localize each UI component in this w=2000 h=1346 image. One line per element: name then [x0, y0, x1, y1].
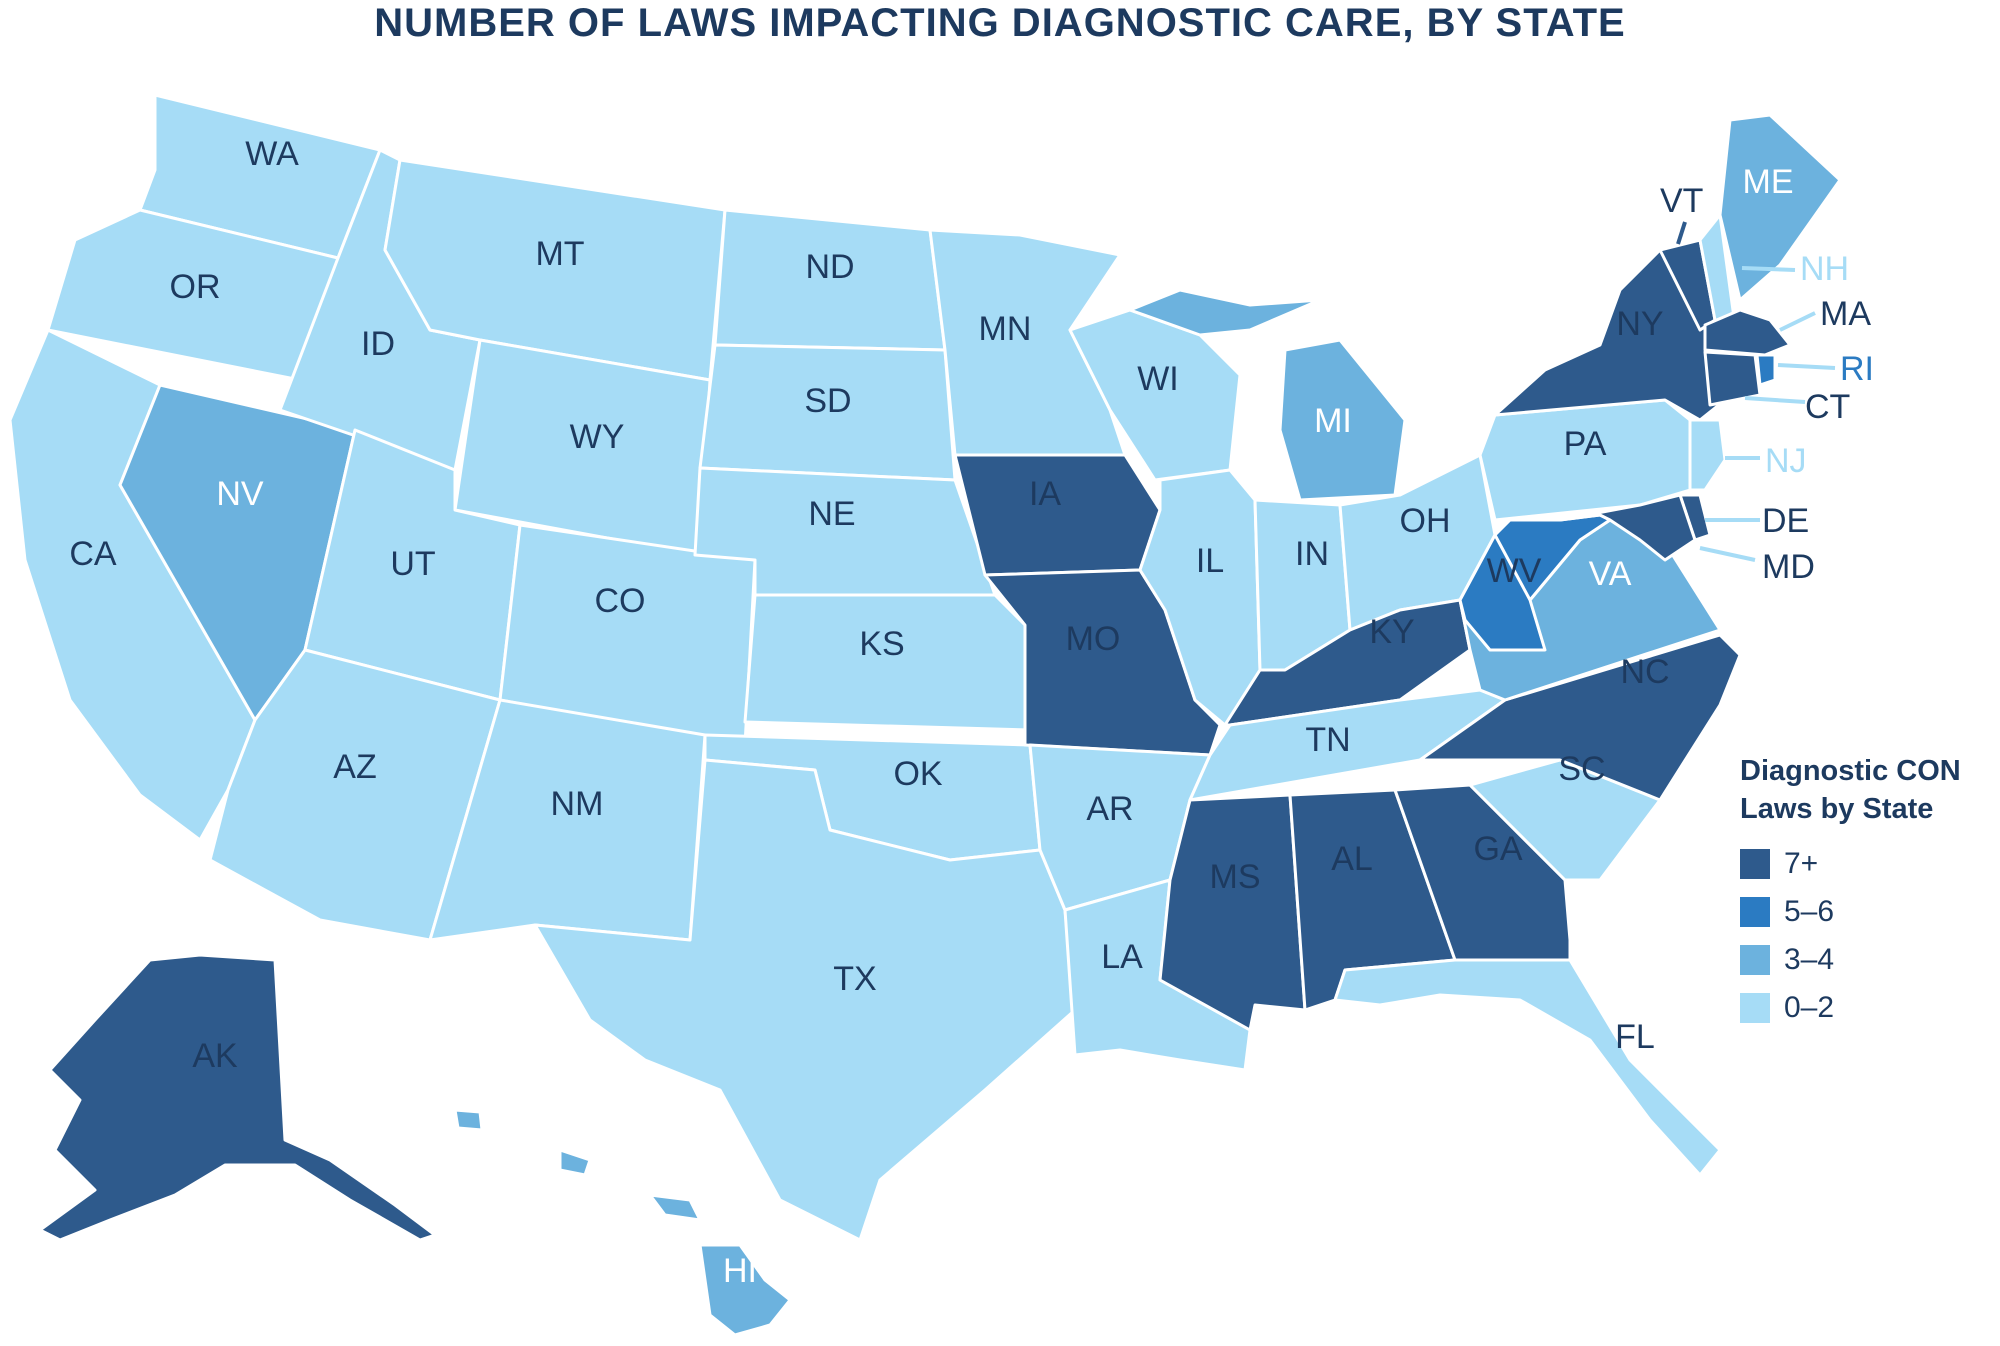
legend-item-5-6: 5–6: [1740, 888, 1990, 936]
state-label-ri: RI: [1840, 350, 1874, 388]
state-label-la: LA: [1101, 938, 1143, 976]
state-label-hi: HI: [723, 1252, 757, 1290]
state-label-nd: ND: [805, 248, 854, 286]
state-label-mt: MT: [535, 235, 584, 273]
state-label-nh: NH: [1800, 250, 1849, 288]
state-shape-ct: [1703, 350, 1762, 407]
map-title: NUMBER OF LAWS IMPACTING DIAGNOSTIC CARE…: [374, 1, 1626, 45]
state-shapes: [8, 93, 1842, 1337]
state-shape-sc: [1468, 758, 1662, 882]
state-label-oh: OH: [1400, 502, 1451, 540]
state-label-or: OR: [170, 268, 221, 306]
state-label-md: MD: [1762, 548, 1815, 586]
state-label-ga: GA: [1473, 830, 1522, 868]
state-shape-nj: [1688, 418, 1727, 492]
state-label-az: AZ: [333, 748, 376, 786]
state-label-fl: FL: [1615, 1018, 1655, 1056]
legend-item-7-plus: 7+: [1740, 840, 1990, 888]
state-labels: WA OR CA NV ID MT WY UT AZ CO NM ND SD NE KS OK TX MN IA MO…: [69, 135, 1874, 1290]
callout-lines: [1676, 221, 1836, 562]
state-shape-hi: [453, 1108, 792, 1337]
state-label-wi: WI: [1137, 360, 1179, 398]
state-label-ma: MA: [1820, 295, 1871, 333]
legend-title-line1: Diagnostic CON: [1740, 755, 1961, 787]
state-label-ky: KY: [1369, 613, 1414, 651]
state-shape-wv: [1458, 513, 1612, 652]
callout-line-ct: [1744, 396, 1806, 404]
state-label-de: DE: [1762, 502, 1809, 540]
state-label-sd: SD: [804, 382, 851, 420]
state-label-in: IN: [1295, 535, 1329, 573]
callout-line-ri: [1777, 363, 1836, 370]
state-label-ks: KS: [859, 625, 904, 663]
state-label-mn: MN: [979, 310, 1032, 348]
state-label-wa: WA: [245, 135, 299, 173]
callout-line-md: [1699, 546, 1756, 562]
state-label-ne: NE: [808, 495, 855, 533]
state-shape-ak: [38, 953, 437, 1242]
state-shape-md: [1558, 493, 1697, 562]
state-label-vt: VT: [1660, 182, 1703, 220]
state-shape-tx: [533, 758, 1077, 1242]
state-label-ny: NY: [1616, 305, 1663, 343]
legend-swatch: [1740, 897, 1770, 927]
state-label-ok: OK: [893, 755, 942, 793]
state-label-va: VA: [1589, 555, 1632, 593]
state-label-ak: AK: [192, 1037, 238, 1075]
state-label-id: ID: [361, 325, 395, 363]
state-shape-me: [1718, 113, 1842, 302]
state-shape-or: [46, 208, 340, 382]
state-label-ut: UT: [390, 545, 435, 583]
state-label-co: CO: [595, 582, 646, 620]
state-label-wv: WV: [1487, 552, 1542, 590]
state-shape-il: [1138, 468, 1262, 727]
legend-label: 5–6: [1784, 895, 1835, 928]
state-shape-fl: [1333, 958, 1722, 1177]
state-label-il: IL: [1196, 542, 1224, 580]
state-label-tx: TX: [833, 960, 876, 998]
legend-title: Diagnostic CON Laws by State: [1740, 752, 1990, 828]
legend-label: 7+: [1784, 847, 1819, 880]
state-label-al: AL: [1331, 840, 1373, 878]
state-label-ca: CA: [69, 535, 117, 573]
callout-line-vt: [1676, 221, 1687, 245]
callout-line-ma: [1779, 311, 1816, 332]
state-shape-ma: [1703, 308, 1792, 357]
legend-swatch: [1740, 945, 1770, 975]
legend-swatch: [1740, 849, 1770, 879]
state-label-nc: NC: [1620, 653, 1669, 691]
state-label-nm: NM: [551, 785, 604, 823]
state-label-nj: NJ: [1765, 442, 1807, 480]
legend-title-line2: Laws by State: [1740, 793, 1934, 825]
state-label-nv: NV: [216, 475, 264, 513]
state-label-ms: MS: [1210, 858, 1261, 896]
state-shape-mi-up: [1128, 288, 1322, 337]
legend-item-3-4: 3–4: [1740, 936, 1990, 984]
state-shape-ia: [953, 453, 1162, 577]
state-label-mo: MO: [1066, 620, 1121, 658]
legend: Diagnostic CON Laws by State 7+ 5–6 3–4 …: [1740, 752, 1990, 1032]
state-label-me: ME: [1743, 163, 1794, 201]
legend-label: 3–4: [1784, 943, 1835, 976]
state-label-tn: TN: [1305, 721, 1350, 759]
state-label-sc: SC: [1558, 750, 1605, 788]
state-shape-ri: [1755, 353, 1777, 387]
legend-swatch: [1740, 993, 1770, 1023]
state-label-ar: AR: [1086, 790, 1133, 828]
state-label-wy: WY: [570, 418, 625, 456]
legend-item-0-2: 0–2: [1740, 984, 1990, 1032]
state-label-ct: CT: [1805, 388, 1850, 426]
legend-label: 0–2: [1784, 991, 1835, 1024]
state-label-pa: PA: [1564, 425, 1607, 463]
state-label-ia: IA: [1029, 475, 1061, 513]
state-label-mi: MI: [1314, 402, 1352, 440]
callout-line-nh: [1741, 266, 1796, 272]
